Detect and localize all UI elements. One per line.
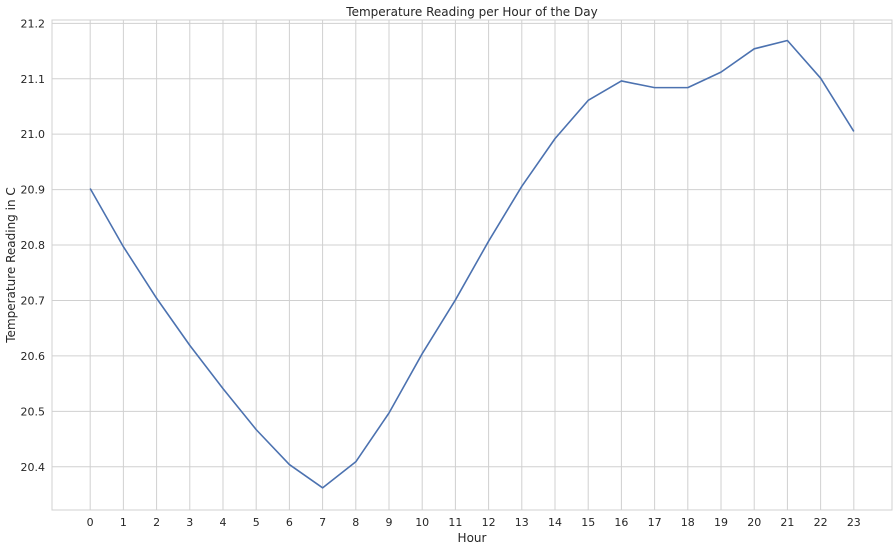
y-tick-label: 20.5 bbox=[21, 405, 46, 418]
y-tick-label: 20.4 bbox=[21, 461, 46, 474]
x-tick-label: 19 bbox=[714, 516, 728, 529]
x-tick-label: 7 bbox=[319, 516, 326, 529]
x-tick-label: 1 bbox=[120, 516, 127, 529]
x-tick-label: 17 bbox=[648, 516, 662, 529]
x-tick-label: 16 bbox=[614, 516, 628, 529]
x-tick-label: 2 bbox=[153, 516, 160, 529]
y-tick-label: 20.7 bbox=[21, 294, 46, 307]
y-tick-label: 21.1 bbox=[21, 73, 46, 86]
x-tick-label: 6 bbox=[286, 516, 293, 529]
y-tick-label: 20.6 bbox=[21, 350, 46, 363]
grid-lines bbox=[52, 20, 892, 510]
x-tick-label: 20 bbox=[747, 516, 761, 529]
series-line bbox=[89, 39, 855, 489]
x-tick-label: 10 bbox=[415, 516, 429, 529]
x-tick-label: 22 bbox=[814, 516, 828, 529]
x-tick-label: 12 bbox=[482, 516, 496, 529]
y-tick-label: 21.2 bbox=[21, 17, 46, 30]
x-tick-label: 8 bbox=[352, 516, 359, 529]
x-tick-label: 23 bbox=[847, 516, 861, 529]
x-tick-label: 14 bbox=[548, 516, 562, 529]
x-tick-label: 13 bbox=[515, 516, 529, 529]
chart-title: Temperature Reading per Hour of the Day bbox=[345, 5, 597, 19]
y-axis-label: Temperature Reading in C bbox=[4, 187, 18, 343]
x-tick-label: 9 bbox=[385, 516, 392, 529]
x-tick-label: 21 bbox=[780, 516, 794, 529]
y-tick-labels: 20.4 20.5 20.6 20.7 20.8 20.9 21.0 21.1 21.2 bbox=[21, 17, 46, 473]
x-tick-label: 0 bbox=[87, 516, 94, 529]
x-tick-label: 18 bbox=[681, 516, 695, 529]
x-tick-labels: 0 1 2 3 4 5 6 7 8 9 10 11 12 13 14 15 16 17 18 19 20 21 22 23 bbox=[87, 516, 861, 529]
x-tick-label: 4 bbox=[219, 516, 226, 529]
x-tick-label: 11 bbox=[448, 516, 462, 529]
y-tick-label: 20.9 bbox=[21, 184, 46, 197]
plot-frame bbox=[51, 19, 893, 511]
x-tick-label: 5 bbox=[253, 516, 260, 529]
x-tick-label: 3 bbox=[186, 516, 193, 529]
y-tick-label: 20.8 bbox=[21, 239, 46, 252]
x-axis-label: Hour bbox=[458, 531, 487, 545]
x-tick-label: 15 bbox=[581, 516, 595, 529]
y-tick-label: 21.0 bbox=[21, 128, 46, 141]
